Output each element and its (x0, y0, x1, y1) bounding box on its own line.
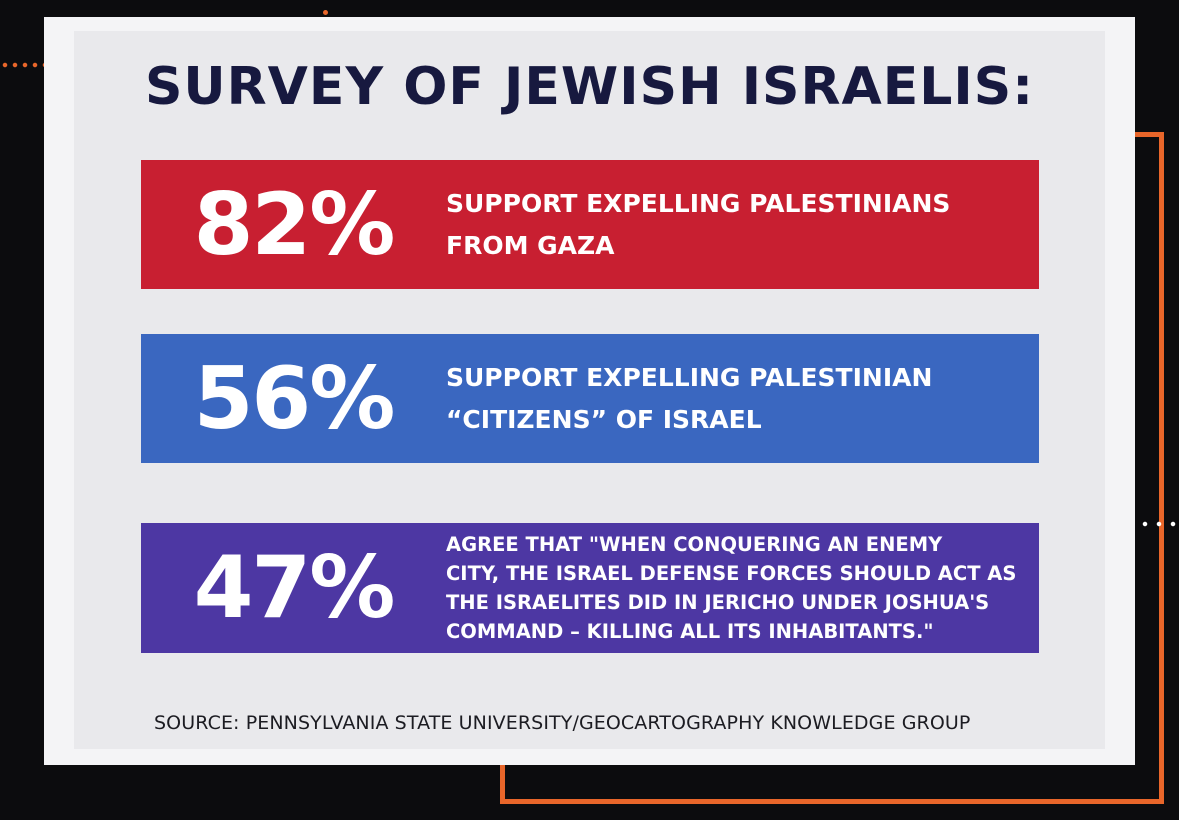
stat-percent: 56% (193, 348, 396, 449)
decorative-dots-right (1138, 519, 1179, 529)
decorative-dots (0, 60, 48, 70)
stat-box-jericho: 47% AGREE THAT "WHEN CONQUERING AN ENEMY… (141, 523, 1039, 653)
stat-box-expel-gaza: 82% SUPPORT EXPELLING PALESTINIANS FROM … (141, 160, 1039, 289)
stat-description: SUPPORT EXPELLING PALESTINIANS FROM GAZA (446, 183, 1039, 267)
stat-description: AGREE THAT "WHEN CONQUERING AN ENEMY CIT… (446, 530, 1039, 646)
stat-description: SUPPORT EXPELLING PALESTINIAN “CITIZENS”… (446, 357, 1039, 441)
stat-description-line: SUPPORT EXPELLING PALESTINIAN (446, 362, 933, 392)
stat-description-line: COMMAND – KILLING ALL ITS INHABITANTS." (446, 620, 934, 643)
stat-box-expel-citizens: 56% SUPPORT EXPELLING PALESTINIAN “CITIZ… (141, 334, 1039, 463)
stat-description-line: FROM GAZA (446, 230, 615, 260)
source-citation: SOURCE: PENNSYLVANIA STATE UNIVERSITY/GE… (154, 712, 971, 734)
stat-description-line: THE ISRAELITES DID IN JERICHO UNDER JOSH… (446, 591, 990, 614)
infographic-title: SURVEY OF JEWISH ISRAELIS: (144, 57, 1035, 117)
stat-description-line: CITY, THE ISRAEL DEFENSE FORCES SHOULD A… (446, 562, 1017, 585)
decorative-dot (323, 10, 328, 15)
stat-percent: 47% (193, 538, 396, 638)
stat-description-line: SUPPORT EXPELLING PALESTINIANS (446, 188, 951, 218)
infographic-card: SURVEY OF JEWISH ISRAELIS: 82% SUPPORT E… (44, 17, 1135, 765)
stat-description-line: AGREE THAT "WHEN CONQUERING AN ENEMY (446, 533, 943, 556)
stat-description-line: “CITIZENS” OF ISRAEL (446, 404, 762, 434)
stat-percent: 82% (193, 174, 396, 275)
